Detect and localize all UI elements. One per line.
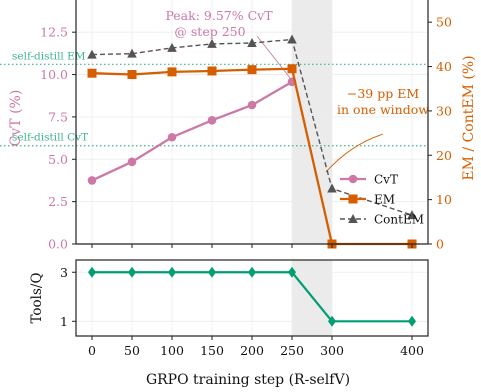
data-point-tools-q: [128, 266, 136, 278]
left-axis-label: CvT (%): [8, 90, 24, 147]
data-point-tools-q: [168, 266, 176, 278]
bottom-left-tick-label: 1: [60, 314, 68, 329]
x-tick-label: 300: [320, 343, 344, 358]
data-point-tools-q: [408, 315, 416, 327]
right-axis-label: EM / ContEM (%): [461, 55, 477, 180]
drop-annotation-arrow: [325, 133, 384, 173]
x-tick-label: 400: [400, 343, 424, 358]
legend-marker-em: [348, 194, 358, 204]
legend-label-cvt: CvT: [374, 173, 398, 187]
top-panel: self-distill EM self-distill CvT Peak: 9.5…: [0, 0, 477, 252]
left-tick-label: 7.5: [48, 109, 68, 124]
left-tick-label: 5.0: [48, 152, 68, 167]
right-tick-label: 20: [436, 148, 452, 163]
right-tick-label: 40: [436, 59, 452, 74]
series-line-cvt: [91, 80, 293, 182]
data-point-contem: [207, 38, 217, 48]
shaded-window: [292, 0, 332, 244]
data-point-contem: [327, 183, 337, 193]
legend-label-em: EM: [374, 193, 395, 207]
data-point-tools-q: [248, 266, 256, 278]
reference-label-self-distill-em: self-distill EM: [12, 50, 86, 62]
x-tick-label: 50: [124, 343, 140, 358]
bottom-y-axis-label: Tools/Q: [29, 272, 45, 323]
data-point-cvt: [127, 157, 137, 167]
bottom-panel: 1 3 0 50 100 150 200 250 300 400 Tools/Q GRPO train…: [29, 259, 429, 388]
x-tick-label: 150: [200, 343, 224, 358]
right-tick-label: 50: [436, 15, 452, 30]
legend-marker-contem: [348, 214, 358, 223]
data-point-cvt: [167, 132, 177, 142]
data-point-em: [87, 68, 97, 78]
data-point-contem: [407, 210, 417, 220]
x-axis-label: GRPO training step (R-selfV): [146, 372, 350, 388]
data-point-contem: [247, 38, 257, 48]
drop-annotation-line1: −39 pp EM: [347, 86, 419, 101]
data-point-em: [207, 66, 217, 76]
data-point-cvt: [207, 116, 217, 125]
data-point-cvt: [87, 176, 97, 185]
right-tick-label: 30: [436, 103, 452, 118]
left-tick-label: 2.5: [48, 194, 68, 209]
data-point-em: [287, 64, 297, 74]
x-tick-label: 200: [240, 343, 264, 358]
x-tick-label: 0: [88, 343, 96, 358]
data-point-em: [247, 65, 257, 75]
x-tick-label: 100: [160, 343, 184, 358]
reference-label-self-distill-cvt: self-distill CvT: [12, 132, 88, 144]
data-point-em: [127, 70, 137, 80]
data-point-tools-q: [208, 266, 216, 278]
peak-annotation-line2: @ step 250: [174, 24, 245, 39]
left-tick-label: 12.5: [40, 25, 68, 40]
left-tick-label: 10.0: [40, 67, 68, 82]
data-point-contem: [127, 48, 137, 58]
data-point-contem: [287, 34, 297, 44]
series-line-contem: [91, 38, 413, 216]
series-line-tools-q: [92, 271, 412, 323]
right-tick-label: 0: [436, 237, 444, 252]
drop-annotation-line2: in one window: [337, 102, 429, 117]
data-point-tools-q: [328, 315, 336, 327]
left-tick-label: 0.0: [48, 237, 68, 252]
legend-label-contem: ContEM: [374, 213, 424, 227]
bottom-left-tick-label: 3: [60, 265, 68, 280]
data-point-contem: [167, 42, 177, 52]
data-point-em: [167, 67, 177, 77]
legend-marker-cvt: [348, 174, 358, 184]
data-point-tools-q: [88, 266, 96, 278]
right-tick-label: 10: [436, 192, 452, 207]
data-point-cvt: [247, 100, 257, 110]
series-line-em: [91, 67, 412, 246]
data-point-contem: [87, 49, 97, 59]
x-tick-label: 250: [280, 343, 304, 358]
peak-annotation-arrow: [256, 35, 291, 79]
legend: CvT EM ContEM: [340, 173, 424, 227]
data-point-tools-q: [288, 266, 296, 278]
peak-annotation-line1: Peak: 9.57% CvT: [165, 8, 273, 23]
